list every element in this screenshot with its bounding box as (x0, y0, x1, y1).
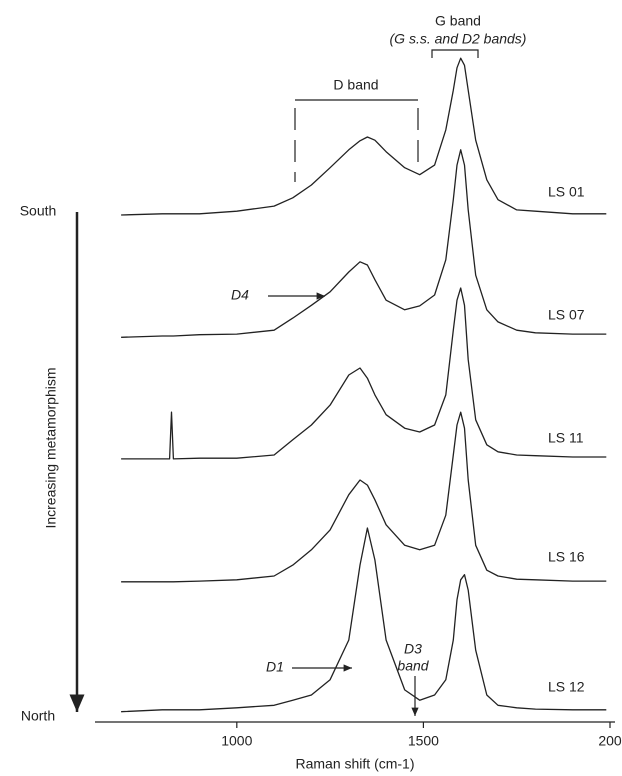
spectrum-line (121, 411, 607, 583)
annotation: North (21, 708, 55, 724)
spectrum-line (121, 287, 607, 460)
annotation: band (397, 658, 429, 674)
spectrum-line (121, 57, 607, 216)
spectrum-line (121, 527, 607, 713)
annotation: South (20, 203, 57, 219)
annotation: D band (333, 77, 378, 93)
annotation: D3 (404, 641, 422, 657)
series-label: LS 16 (548, 549, 585, 565)
annotation: D4 (231, 287, 249, 303)
x-tick-label: 200 (598, 733, 622, 749)
x-axis-label: Raman shift (cm-1) (295, 756, 414, 772)
annotation: D1 (266, 659, 284, 675)
d-bracket-dash (294, 108, 419, 182)
annotation: G band (435, 13, 481, 29)
annotation: Increasing metamorphism (43, 367, 59, 528)
x-tick-label: 1000 (221, 733, 252, 749)
x-tick-label: 1500 (408, 733, 439, 749)
series-label: LS 12 (548, 679, 585, 695)
annotation: (G s.s. and D2 bands) (390, 31, 527, 47)
spectrum-line (121, 149, 607, 338)
series-label: LS 01 (548, 184, 585, 200)
series-label: LS 07 (548, 307, 585, 323)
series-label: LS 11 (548, 430, 584, 446)
g-bracket (431, 49, 479, 58)
